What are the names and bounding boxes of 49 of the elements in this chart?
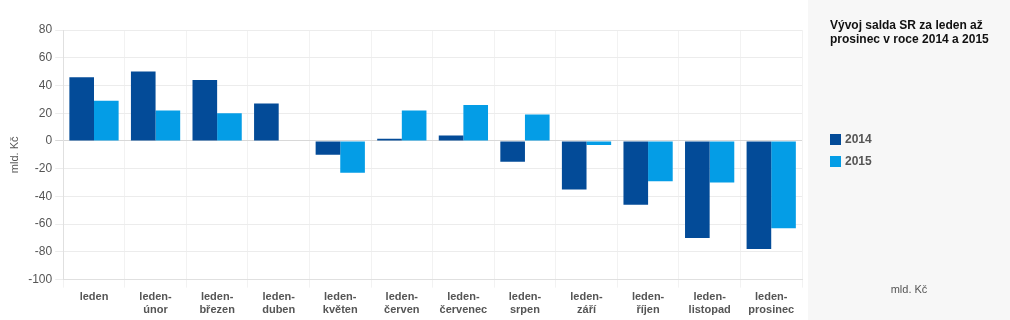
y-tick-label: 60: [38, 50, 53, 65]
y-tick-label: -100: [28, 271, 53, 286]
bar: [401, 110, 427, 141]
bar: [155, 110, 181, 141]
y-tick-label: -80: [34, 244, 53, 259]
bar: [685, 141, 710, 238]
x-tick-label: leden-březen: [199, 290, 236, 316]
bar: [500, 141, 525, 162]
x-tick-label: leden-listopad: [688, 290, 731, 316]
x-tick-label: leden-říjen: [631, 290, 665, 316]
y-tick-label: -40: [34, 188, 53, 203]
x-tick-label: leden: [79, 290, 109, 303]
bar: [463, 104, 489, 141]
text: Vývoj salda SR za leden až prosinec v roce 2014 a 2015: [830, 18, 990, 46]
bar: [315, 141, 341, 155]
bar: [94, 100, 119, 141]
y-tick-label: 20: [38, 105, 53, 120]
x-tick-label: leden-prosinec: [748, 290, 795, 316]
bar: [340, 141, 365, 173]
bar: [709, 141, 735, 183]
bar: [746, 141, 772, 250]
y-tick-label: -60: [34, 216, 53, 231]
legend-label: 2014: [845, 132, 872, 146]
text: mld. Kč: [889, 283, 929, 295]
y-tick-label: -20: [34, 160, 53, 175]
x-tick-label: leden-červenec: [439, 290, 488, 316]
bar: [217, 113, 242, 141]
bar: [561, 141, 587, 190]
bar: [771, 141, 796, 229]
bar: [586, 141, 612, 146]
legend-label: 2015: [845, 154, 872, 168]
y-axis-title: mld. Kč: [7, 135, 20, 174]
y-tick-label: 80: [38, 22, 53, 37]
y-tick-label: 0: [45, 133, 53, 148]
bar: [192, 79, 218, 141]
bar: [648, 141, 673, 182]
x-tick-label: leden-duben: [262, 290, 296, 316]
bar: [130, 71, 156, 141]
x-tick-label: leden-únor: [139, 290, 173, 316]
bar: [623, 141, 649, 205]
bar: [69, 77, 94, 141]
x-tick-label: leden-červen: [384, 290, 420, 316]
bar: [254, 103, 279, 141]
x-tick-label: leden-srpen: [508, 290, 542, 316]
x-tick-label: leden-září: [570, 290, 604, 316]
bar: [524, 114, 550, 141]
bar: [438, 135, 464, 141]
x-tick-label: leden-květen: [322, 290, 358, 316]
y-tick-label: 40: [38, 77, 53, 92]
